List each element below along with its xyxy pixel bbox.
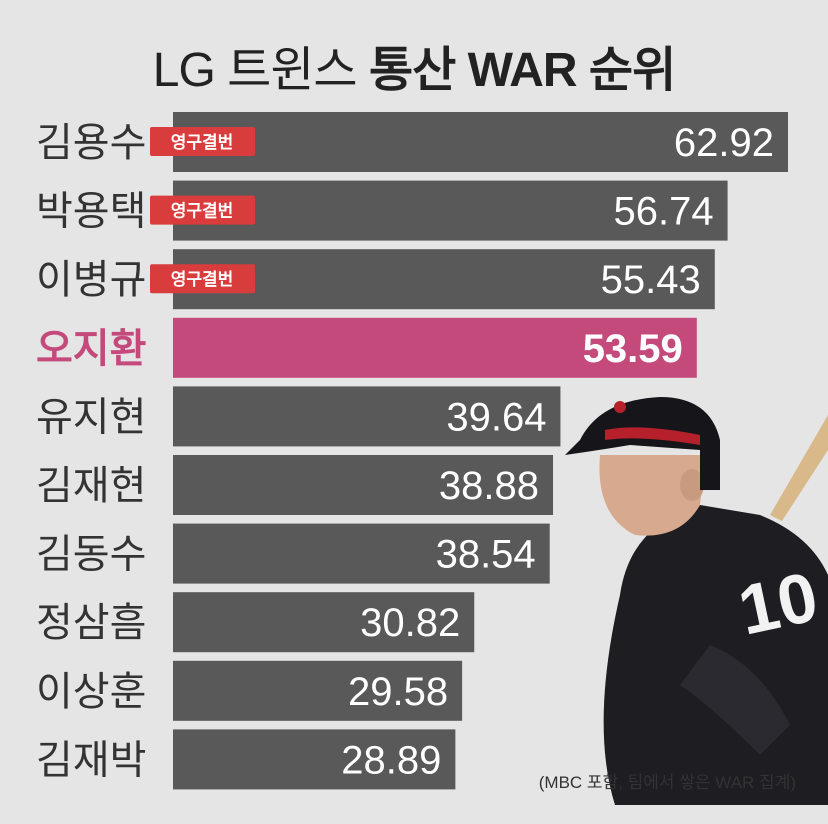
- value-label: 28.89: [341, 738, 441, 782]
- title-bold: 통산 WAR 순위: [368, 44, 676, 97]
- category-label: 이상훈: [36, 670, 146, 714]
- bar: [173, 455, 554, 515]
- value-label: 29.58: [348, 670, 448, 714]
- value-label: 56.74: [613, 190, 713, 234]
- bar: [173, 112, 788, 172]
- category-label: 오지환: [36, 327, 146, 371]
- value-label: 38.88: [439, 464, 539, 508]
- value-label: 30.82: [360, 601, 460, 645]
- chart-title: LG 트윈스 통산 WAR 순위: [0, 30, 828, 100]
- svg-text:10: 10: [732, 557, 824, 649]
- bar: [173, 386, 561, 447]
- category-label: 박용택: [36, 190, 146, 234]
- bar: [173, 592, 475, 653]
- bar: [173, 729, 456, 790]
- footnote: (MBC 포함, 팀에서 쌓은 WAR 집계): [538, 773, 796, 792]
- bar: [173, 660, 463, 721]
- category-label: 이병규: [36, 258, 146, 302]
- badge-label: 영구결번: [171, 202, 234, 221]
- value-label: 39.64: [446, 395, 546, 439]
- title-light: LG 트윈스: [152, 44, 369, 97]
- bar: [173, 249, 715, 310]
- player-photo: 10: [565, 397, 828, 805]
- bar: [173, 523, 550, 584]
- category-label: 김용수: [36, 121, 146, 165]
- category-label: 유지현: [36, 395, 146, 439]
- category-label: 김재현: [36, 464, 146, 508]
- category-label: 정삼흠: [36, 601, 146, 645]
- category-label: 김재박: [36, 738, 146, 782]
- retired-number-badge: 영구결번: [150, 127, 255, 156]
- retired-number-badge: 영구결번: [150, 264, 255, 294]
- value-label: 62.92: [674, 121, 774, 165]
- badge-label: 영구결번: [171, 270, 234, 289]
- badge-label: 영구결번: [171, 133, 234, 152]
- value-label: 55.43: [601, 258, 701, 302]
- bar: [173, 317, 697, 378]
- retired-number-badge: 영구결번: [150, 195, 255, 225]
- category-label: 김동수: [36, 533, 146, 577]
- value-label: 53.59: [583, 327, 683, 371]
- bar: [173, 180, 728, 241]
- value-label: 38.54: [436, 533, 536, 577]
